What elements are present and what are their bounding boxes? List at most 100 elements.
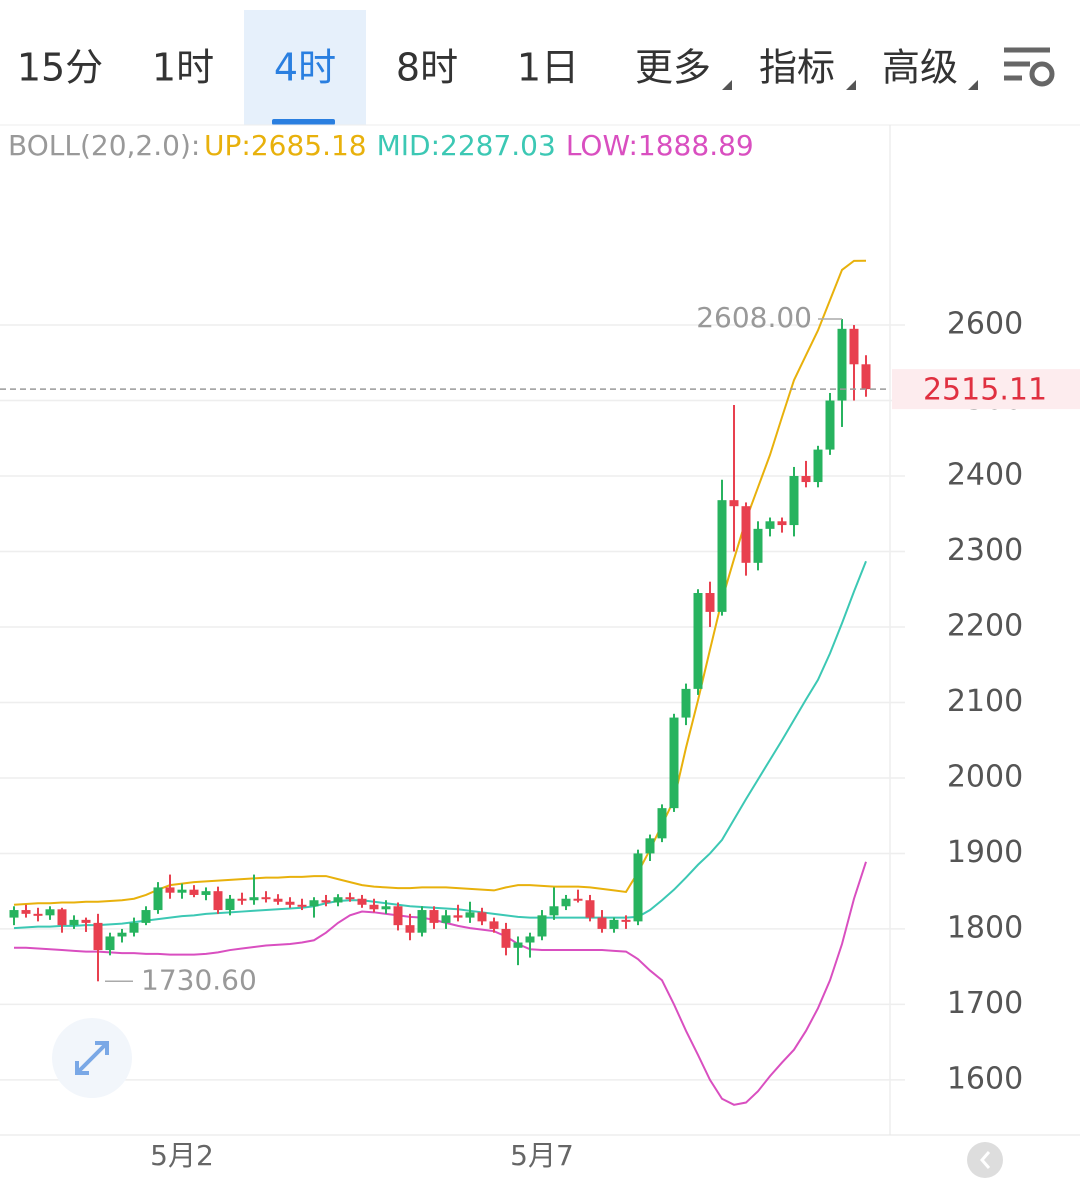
band-line	[13, 259, 867, 906]
candle-body	[597, 917, 607, 929]
tab[interactable]: 15分	[17, 46, 103, 90]
candle-body	[693, 593, 703, 689]
candle-body	[405, 925, 415, 933]
candle-body	[369, 904, 379, 910]
candle-body	[777, 521, 787, 526]
candle-body	[345, 897, 355, 900]
candle-body	[705, 593, 715, 612]
y-tick-label: 1900	[947, 835, 1023, 870]
candle-body	[45, 909, 55, 916]
y-tick-label: 1800	[947, 910, 1023, 945]
candle-body	[93, 922, 103, 951]
candle-body	[501, 928, 511, 948]
candle-body	[609, 919, 619, 929]
active-tab-bg	[244, 10, 366, 125]
legend-entry: MID:2287.03	[377, 129, 556, 162]
candle-body	[429, 910, 439, 923]
candle-body	[117, 932, 127, 937]
k-button[interactable]	[967, 1142, 1003, 1178]
tab[interactable]: 1日	[517, 46, 579, 90]
candle-body	[393, 906, 403, 926]
tab[interactable]: 更多	[635, 46, 711, 90]
candle-body	[765, 521, 775, 529]
tab[interactable]: 4时	[274, 46, 336, 90]
settings-icon[interactable]	[1004, 47, 1055, 87]
candle-body	[225, 898, 235, 911]
candle-body	[573, 898, 583, 901]
active-tab-indicator	[272, 119, 335, 125]
candle-body	[633, 853, 643, 922]
candle-body	[381, 906, 391, 910]
candle-body	[669, 717, 679, 809]
candle-body	[129, 922, 139, 933]
y-tick-label: 2300	[947, 533, 1023, 568]
last-price-box	[892, 369, 1080, 410]
candle-body	[81, 919, 91, 923]
expand-button[interactable]	[52, 1018, 132, 1098]
dropdown-arrow	[968, 80, 978, 90]
candle-body	[273, 898, 283, 902]
candle-body	[465, 912, 475, 918]
candle-body	[177, 889, 187, 893]
candle-body	[33, 913, 43, 916]
candle-body	[801, 476, 811, 483]
candle-body	[57, 909, 67, 926]
candle-body	[621, 919, 631, 922]
high-annotation: 2608.00	[696, 301, 812, 334]
indicator-label: BOLL(20,2.0):	[8, 129, 200, 162]
tab[interactable]: 高级	[882, 46, 958, 90]
y-tick-label: 1700	[947, 986, 1023, 1021]
plot	[0, 259, 905, 1106]
candle-body	[333, 897, 343, 903]
legend-entry: LOW:1888.89	[566, 129, 754, 162]
low-annotation: 1730.60	[141, 963, 257, 996]
candle-body	[561, 898, 571, 907]
tab[interactable]: 8时	[396, 46, 458, 90]
candle-body	[201, 891, 211, 895]
candle-body	[441, 915, 451, 923]
candle-body	[537, 915, 547, 937]
candle-body	[657, 808, 667, 839]
y-tick-label: 1600	[947, 1061, 1023, 1096]
candle-body	[585, 900, 595, 918]
candle-body	[357, 898, 367, 905]
candle-body	[261, 897, 271, 900]
y-tick-label: 2000	[947, 759, 1023, 794]
candle-body	[753, 528, 763, 563]
candle-body	[489, 921, 499, 929]
candle-body	[417, 910, 427, 933]
candle-body	[525, 936, 535, 943]
candle-body	[849, 328, 859, 365]
candle-body	[189, 889, 199, 895]
candle-body	[141, 910, 151, 923]
candle-body	[789, 476, 799, 526]
y-tick-label: 2600	[947, 307, 1023, 342]
tab[interactable]: 1时	[152, 46, 214, 90]
candle-body	[837, 328, 847, 401]
candle-body	[729, 500, 739, 507]
x-tick-label: 5月7	[510, 1139, 574, 1172]
candle-body	[681, 688, 691, 718]
candle-body	[453, 915, 463, 918]
band-line	[13, 560, 867, 930]
candle-body	[645, 838, 655, 854]
candle-body	[321, 900, 331, 903]
legend-entry: UP:2685.18	[204, 129, 367, 162]
candle-body	[153, 887, 163, 911]
candle-body	[309, 900, 319, 907]
candle-body	[249, 897, 259, 901]
candle-body	[165, 887, 175, 893]
tab[interactable]: 指标	[759, 46, 835, 90]
candle-body	[297, 904, 307, 907]
dropdown-arrow	[722, 80, 732, 90]
candle-body	[477, 912, 487, 922]
y-tick-label: 2200	[947, 608, 1023, 643]
candle-body	[741, 506, 751, 563]
candle-body	[717, 500, 727, 612]
y-tick-label: 2100	[947, 684, 1023, 719]
candle-body	[213, 891, 223, 911]
candle-body	[513, 942, 523, 948]
candle-body	[9, 910, 19, 918]
candle-body	[813, 449, 823, 483]
